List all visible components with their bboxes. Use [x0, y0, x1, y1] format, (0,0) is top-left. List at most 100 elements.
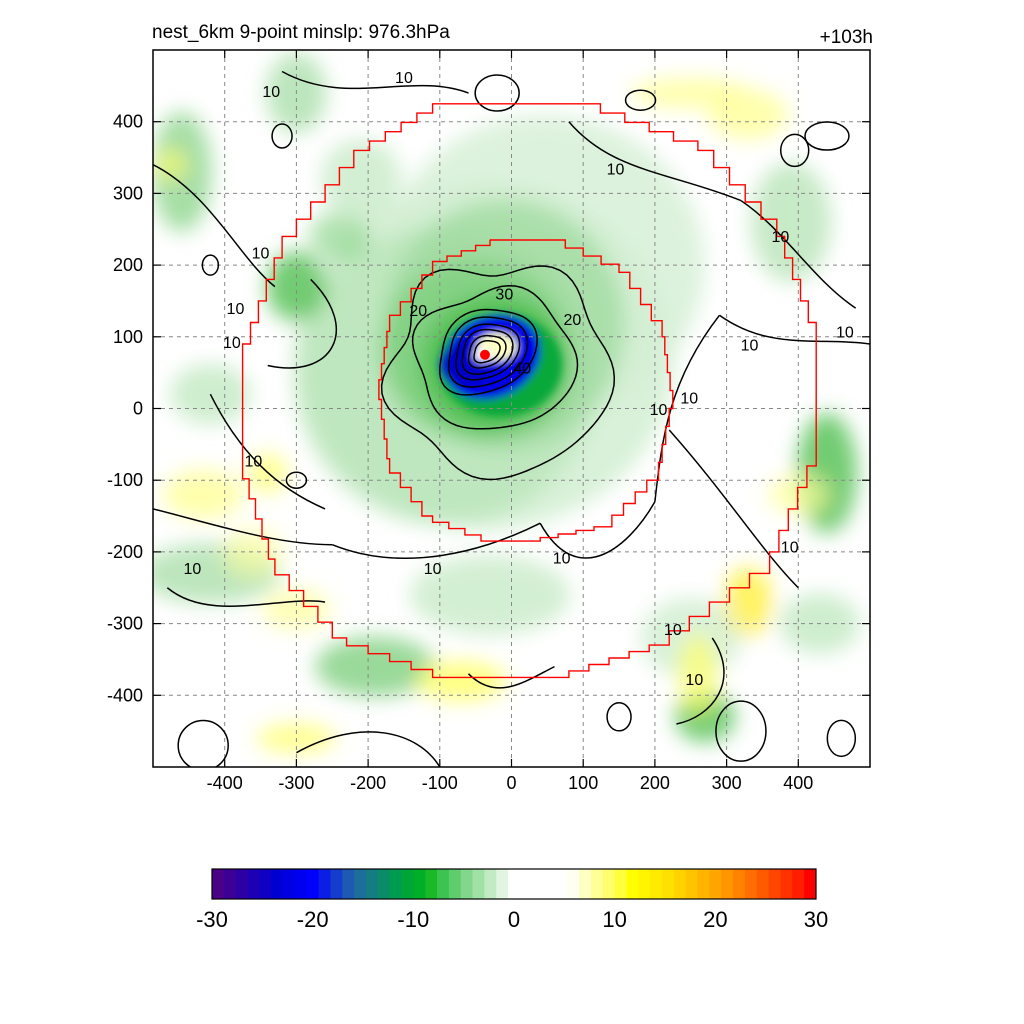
x-tick-label: 400 — [783, 773, 813, 793]
contour-inner — [461, 328, 514, 375]
inner-domain-boundary — [378, 238, 674, 542]
colorbar-swatch — [330, 869, 343, 899]
field-patch — [723, 567, 774, 638]
colorbar-swatch — [425, 869, 438, 899]
x-tick-label: -400 — [207, 773, 243, 793]
colorbar-swatch — [531, 869, 545, 899]
contour-10 — [209, 393, 326, 510]
colorbar-swatch — [638, 869, 651, 899]
contour-label: 10 — [607, 162, 625, 179]
field-patch — [155, 149, 186, 180]
contour-label: 10 — [244, 453, 262, 470]
colorbar-swatch — [354, 869, 367, 899]
colorbar-swatch — [626, 869, 639, 899]
contour-blob — [804, 121, 850, 151]
colorbar: -30 -20 -10 0 10 20 30 — [196, 868, 828, 932]
contour-label: 20 — [409, 303, 427, 320]
colorbar-swatch — [448, 869, 462, 899]
colorbar-swatch — [342, 869, 355, 899]
colorbar-tick-label: 30 — [804, 907, 828, 932]
colorbar-swatch — [602, 869, 616, 899]
contour-label: 30 — [495, 286, 513, 303]
colorbar-swatch — [413, 869, 426, 899]
colorbar-swatch — [733, 869, 746, 899]
y-tick-label: 100 — [113, 327, 143, 347]
contour-10 — [166, 587, 326, 607]
outer-domain-boundary — [241, 103, 817, 679]
field-patch — [630, 78, 751, 109]
contour-10 — [467, 665, 555, 689]
storm-center — [479, 349, 490, 360]
contour-label: 10 — [424, 561, 442, 578]
contour-inner — [467, 334, 507, 369]
contour-blob — [606, 702, 632, 732]
colorbar-swatch — [590, 869, 604, 899]
colorbar-swatch — [389, 869, 402, 899]
colorbar-tick-label: -30 — [196, 907, 228, 932]
field-patch — [261, 589, 332, 630]
field-patch — [163, 469, 244, 520]
contour-10 — [153, 508, 333, 546]
contour-label: 10 — [553, 550, 571, 567]
contour-blob — [201, 254, 220, 276]
colorbar-swatch — [780, 869, 793, 899]
contour-10 — [539, 501, 656, 559]
colorbar-tick-label: 10 — [602, 907, 626, 932]
contour-label: 10 — [781, 540, 799, 557]
x-tick-label: -100 — [422, 773, 458, 793]
y-tick-label: 300 — [113, 183, 143, 203]
contour-10 — [281, 70, 469, 94]
contour-10 — [668, 429, 799, 589]
colorbar-swatch — [543, 869, 556, 899]
field-patch — [677, 633, 718, 714]
y-tick-label: -200 — [107, 542, 143, 562]
colorbar-swatch — [223, 869, 237, 899]
contour-inner — [438, 308, 538, 396]
colorbar-swatch — [519, 869, 533, 899]
colorbar-swatch — [673, 869, 687, 899]
colorbar-swatch — [567, 869, 580, 899]
y-tick-label: 400 — [113, 112, 143, 132]
colorbar-frame — [211, 868, 817, 900]
contour-10 — [331, 522, 541, 560]
colorbar-swatch — [377, 869, 391, 899]
contour-blob — [715, 700, 767, 762]
colorbar-swatch — [365, 869, 379, 899]
contour-label: 40 — [513, 360, 531, 377]
colorbar-tick-label: -10 — [397, 907, 429, 932]
colorbar-swatch — [721, 869, 734, 899]
contour-label: 10 — [685, 672, 703, 689]
contour-label: 10 — [741, 337, 759, 354]
colorbar-tick-label: -20 — [297, 907, 329, 932]
field-patch — [309, 211, 370, 262]
colorbar-swatch — [306, 869, 320, 899]
colorbar-swatch — [401, 869, 414, 899]
contour-label: 10 — [184, 561, 202, 578]
x-tick-label: 0 — [506, 773, 516, 793]
colorbar-swatch — [508, 869, 521, 899]
contour-label: 10 — [836, 324, 854, 341]
x-tick-label: -300 — [278, 773, 314, 793]
axis-ticks: -400 -300 -200 -100 0 100 200 300 40040030020010… — [107, 50, 870, 793]
colorbar-swatch — [744, 869, 758, 899]
field-core — [437, 312, 562, 417]
colorbar-swatch — [662, 869, 675, 899]
contour-label: 10 — [262, 84, 280, 101]
colorbar-swatch — [437, 869, 450, 899]
storm-center-marker — [479, 349, 490, 360]
colorbar-swatch — [697, 869, 710, 899]
x-tick-label: 200 — [640, 773, 670, 793]
colorbar-swatch — [484, 869, 497, 899]
colorbar-swatch — [804, 869, 817, 899]
contour-30 — [411, 284, 579, 430]
colorbar-swatch — [768, 869, 781, 899]
field-patch — [751, 162, 832, 283]
contour-label: 10 — [771, 229, 789, 246]
nest-domain-boundaries — [241, 103, 817, 679]
contour-label: 10 — [227, 301, 245, 318]
y-tick-label: -400 — [107, 685, 143, 705]
contour-10 — [718, 314, 870, 345]
x-tick-label: -200 — [350, 773, 386, 793]
field-patch — [409, 554, 570, 635]
